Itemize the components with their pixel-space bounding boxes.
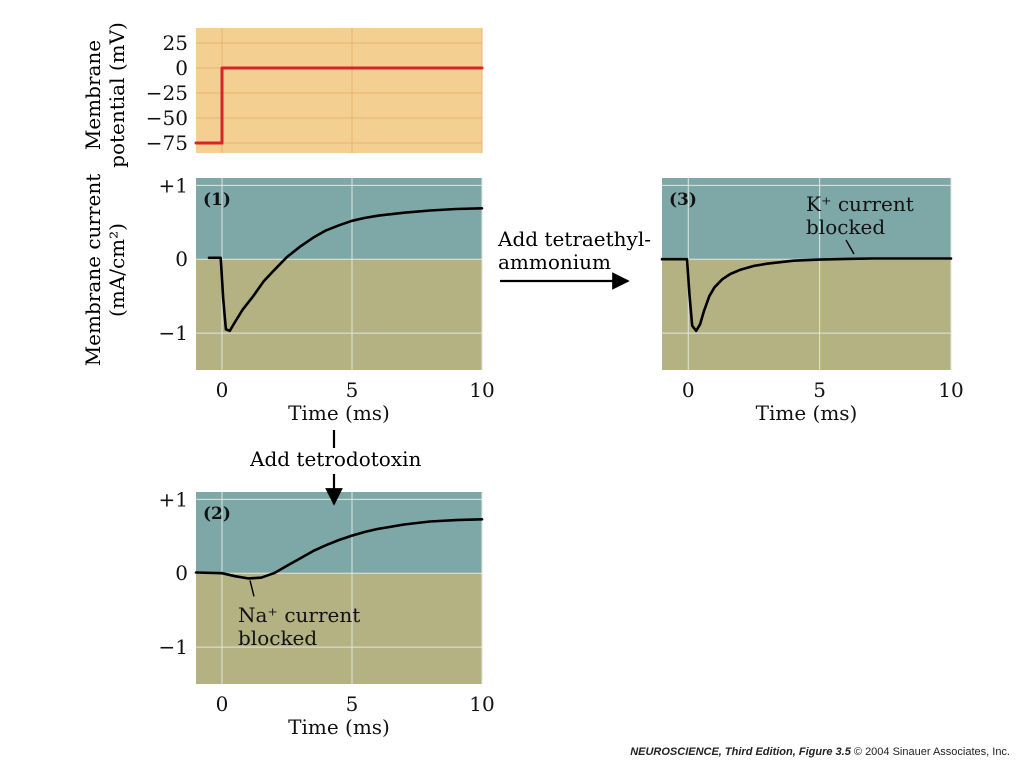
voltage-panel: 250−25−50−75 <box>146 28 484 155</box>
voltage-ylabel: Membrane potential (mV) <box>81 22 129 168</box>
tea-step-line1: Add tetraethyl- <box>497 227 651 251</box>
tea-xlabel: Time (ms) <box>756 401 858 425</box>
tea-annotation-line2: blocked <box>806 215 885 239</box>
voltage-plot-area <box>196 28 482 153</box>
control-xtick-label: 10 <box>469 378 494 402</box>
ttx-inward-region <box>196 573 482 684</box>
tea-panel-label: (3) <box>669 190 697 210</box>
voltage-ylabel-line2: potential (mV) <box>105 22 129 168</box>
ttx-annotation-pointer <box>249 580 255 597</box>
ttx-xtick-label: 0 <box>216 692 229 716</box>
ttx-annotation-line1: Na⁺ current <box>238 603 360 627</box>
tea-step-line2: ammonium <box>498 250 611 274</box>
tea-xtick-label: 0 <box>682 378 695 402</box>
current-ylabel: Membrane current (mA/cm²) <box>81 174 129 367</box>
tea-step: Add tetraethyl- ammonium <box>497 227 651 290</box>
control-outward-region <box>196 178 482 260</box>
credit-copyright: © 2004 Sinauer Associates, Inc. <box>853 746 1010 758</box>
ttx-xtick-label: 10 <box>469 692 494 716</box>
ttx-annotation-line2: blocked <box>238 626 317 650</box>
voltage-ytick-label: 0 <box>175 56 188 80</box>
tea-series-line-0 <box>660 257 953 333</box>
ttx-ytick-label: 0 <box>175 561 188 585</box>
control-ytick-label: 0 <box>175 247 188 271</box>
tea-xtick-label: 5 <box>813 378 826 402</box>
control-inward-region <box>196 259 482 370</box>
voltage-series-line-0 <box>194 66 484 145</box>
credit-figure-number: Figure 3.5 <box>798 746 851 758</box>
control-xtick-label: 0 <box>216 378 229 402</box>
ttx-step: Add tetrodotoxin <box>249 430 422 506</box>
voltage-ytick-label: −25 <box>146 81 188 105</box>
control-panel-label: (1) <box>203 190 231 210</box>
tea-outward-region <box>662 178 951 260</box>
tea-xtick-label: 10 <box>938 378 963 402</box>
control-xlabel: Time (ms) <box>288 401 390 425</box>
ttx-ytick-label: −1 <box>159 635 188 659</box>
control-xtick-label: 5 <box>346 378 359 402</box>
current-ylabel-line2: (mA/cm²) <box>105 223 129 317</box>
credit-edition: NEUROSCIENCE, Third Edition, <box>630 746 796 758</box>
voltage-ytick-label: 25 <box>163 31 188 55</box>
ttx-series-line-0 <box>194 518 484 580</box>
current-ylabel-line1: Membrane current <box>81 174 105 367</box>
ttx-panel-label: (2) <box>203 504 231 524</box>
control-panel: +1 0 −1 0 5 10 Time (ms) (1) <box>159 173 495 425</box>
ttx-xtick-label: 5 <box>346 692 359 716</box>
ttx-step-label: Add tetrodotoxin <box>249 447 422 471</box>
voltage-ylabel-line1: Membrane <box>81 40 105 150</box>
tea-inward-region <box>662 259 951 370</box>
control-ytick-label: +1 <box>159 173 188 197</box>
tea-annotation-pointer <box>845 239 855 255</box>
control-ytick-label: −1 <box>159 321 188 345</box>
ttx-ytick-label: +1 <box>159 487 188 511</box>
voltage-ytick-label: −75 <box>146 131 188 155</box>
ttx-outward-region <box>196 492 482 574</box>
voltage-ytick-label: −50 <box>146 106 188 130</box>
ttx-xlabel: Time (ms) <box>288 715 390 739</box>
control-series-line-0 <box>207 207 484 333</box>
tea-annotation-line1: K⁺ current <box>806 192 914 216</box>
figure-credit: NEUROSCIENCE, Third Edition, Figure 3.5 … <box>630 746 1010 758</box>
